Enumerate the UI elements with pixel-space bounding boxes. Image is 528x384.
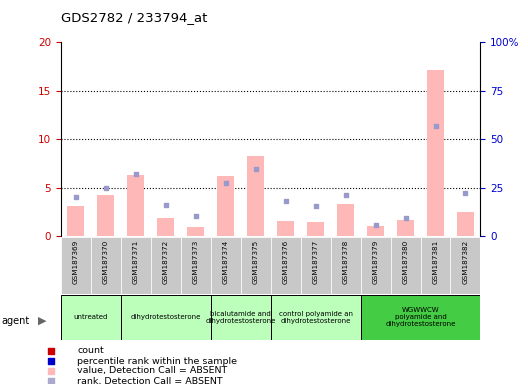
- Bar: [211, 237, 241, 294]
- Text: WGWWCW
polyamide and
dihydrotestosterone: WGWWCW polyamide and dihydrotestosterone: [385, 307, 456, 327]
- Bar: [300, 237, 331, 294]
- Bar: [277, 221, 294, 236]
- Point: [461, 189, 470, 195]
- Bar: [427, 70, 444, 236]
- Bar: [271, 295, 361, 340]
- Text: percentile rank within the sample: percentile rank within the sample: [78, 356, 238, 366]
- Bar: [61, 295, 121, 340]
- Bar: [397, 220, 414, 236]
- Text: GSM187379: GSM187379: [373, 240, 379, 284]
- Text: untreated: untreated: [73, 314, 108, 320]
- Point: [312, 203, 320, 209]
- Text: dihydrotestosterone: dihydrotestosterone: [130, 314, 201, 320]
- Point: [71, 194, 80, 200]
- Point: [47, 367, 55, 374]
- Point: [47, 358, 55, 364]
- Text: GSM187381: GSM187381: [432, 240, 439, 284]
- Text: GSM187382: GSM187382: [463, 240, 468, 284]
- Text: GSM187378: GSM187378: [343, 240, 348, 284]
- Text: GSM187373: GSM187373: [193, 240, 199, 284]
- Text: control polyamide an
dihydrotestosterone: control polyamide an dihydrotestosterone: [279, 311, 353, 324]
- Point: [101, 185, 110, 191]
- Point: [162, 202, 170, 208]
- Bar: [307, 222, 324, 236]
- Point: [431, 122, 440, 129]
- Point: [221, 180, 230, 186]
- Bar: [361, 295, 480, 340]
- Bar: [98, 195, 114, 236]
- Point: [192, 213, 200, 219]
- Text: value, Detection Call = ABSENT: value, Detection Call = ABSENT: [78, 366, 228, 375]
- Point: [251, 166, 260, 172]
- Text: GSM187370: GSM187370: [102, 240, 109, 284]
- Bar: [211, 295, 271, 340]
- Point: [47, 378, 55, 384]
- Point: [47, 348, 55, 354]
- Bar: [337, 204, 354, 236]
- Point: [281, 198, 290, 204]
- Bar: [181, 237, 211, 294]
- Bar: [241, 237, 271, 294]
- Bar: [247, 156, 264, 236]
- Bar: [361, 237, 391, 294]
- Bar: [218, 176, 234, 236]
- Bar: [157, 218, 174, 236]
- Bar: [187, 227, 204, 236]
- Text: GSM187371: GSM187371: [133, 240, 139, 284]
- Text: rank, Detection Call = ABSENT: rank, Detection Call = ABSENT: [78, 377, 223, 384]
- Bar: [420, 237, 450, 294]
- Text: bicalutamide and
dihydrotestosterone: bicalutamide and dihydrotestosterone: [205, 311, 276, 324]
- Bar: [68, 206, 84, 236]
- Text: ▶: ▶: [38, 316, 46, 326]
- Text: GSM187372: GSM187372: [163, 240, 168, 284]
- Point: [131, 171, 140, 177]
- Bar: [457, 212, 474, 236]
- Bar: [450, 237, 480, 294]
- Point: [401, 215, 410, 221]
- Bar: [391, 237, 420, 294]
- Bar: [121, 295, 211, 340]
- Text: count: count: [78, 346, 104, 356]
- Bar: [121, 237, 150, 294]
- Bar: [61, 237, 91, 294]
- Text: GSM187369: GSM187369: [73, 240, 79, 284]
- Point: [371, 222, 380, 228]
- Bar: [127, 175, 144, 236]
- Text: GSM187377: GSM187377: [313, 240, 318, 284]
- Bar: [331, 237, 361, 294]
- Bar: [91, 237, 121, 294]
- Text: GSM187375: GSM187375: [252, 240, 259, 284]
- Point: [341, 192, 350, 199]
- Text: GSM187376: GSM187376: [282, 240, 289, 284]
- Text: GDS2782 / 233794_at: GDS2782 / 233794_at: [61, 11, 207, 24]
- Bar: [271, 237, 300, 294]
- Text: agent: agent: [1, 316, 30, 326]
- Text: GSM187380: GSM187380: [402, 240, 409, 284]
- Bar: [367, 227, 384, 236]
- Bar: [150, 237, 181, 294]
- Text: GSM187374: GSM187374: [223, 240, 229, 284]
